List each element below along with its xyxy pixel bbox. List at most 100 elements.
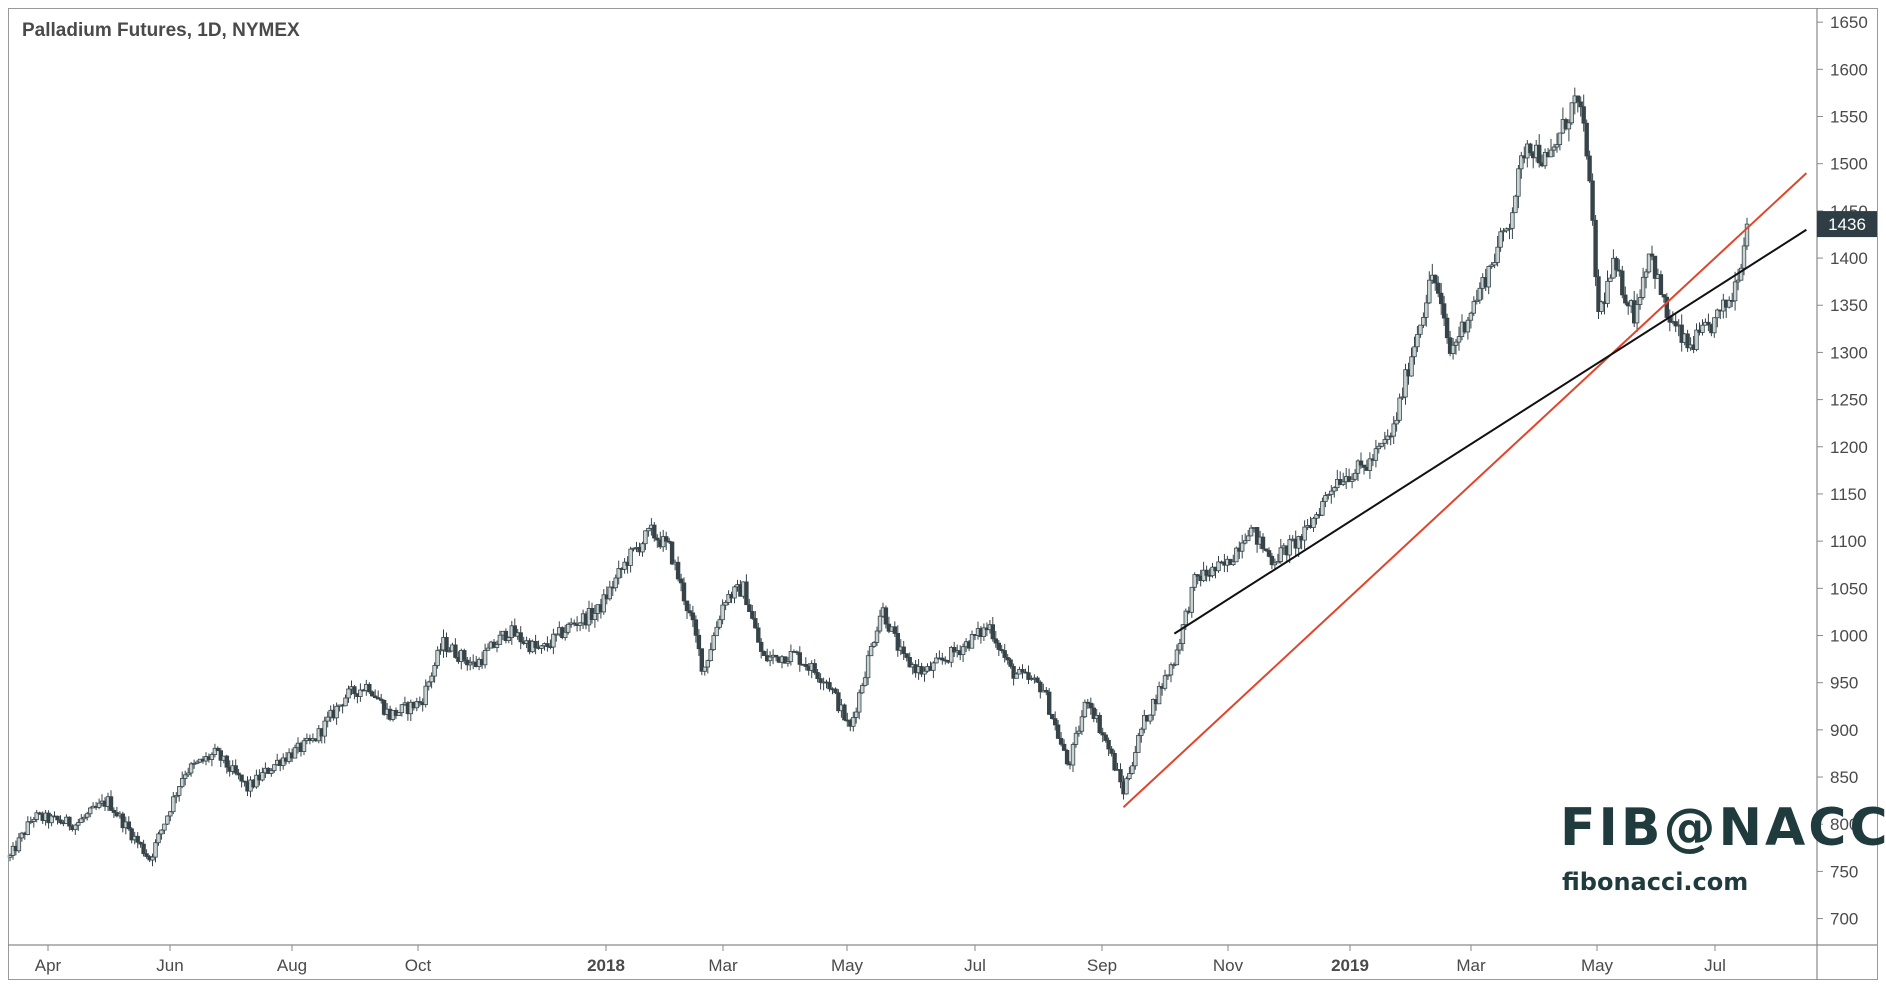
candle-body — [1575, 95, 1580, 103]
price-tick-label: 850 — [1830, 768, 1858, 787]
candle-body — [444, 637, 449, 652]
candle-body — [1516, 168, 1521, 197]
price-tick-label: 1300 — [1830, 343, 1868, 362]
candle-body — [1070, 744, 1076, 766]
candle-body — [1456, 336, 1462, 343]
candle-body — [1391, 423, 1396, 437]
candle-body — [803, 664, 808, 667]
candle-body — [438, 649, 443, 652]
candle-body — [31, 819, 36, 822]
candle-body — [1020, 669, 1025, 673]
candle-body — [182, 774, 188, 779]
candle-body — [334, 705, 339, 719]
brand-watermark: FIB@NACCI™ fibonacci.com — [1560, 800, 1886, 896]
time-tick-label: Sep — [1087, 956, 1117, 975]
price-tick-label: 1200 — [1830, 438, 1868, 457]
candle-body — [1382, 439, 1387, 444]
candle-body — [533, 641, 538, 648]
candle-body — [1189, 586, 1194, 613]
candle-body — [399, 704, 405, 714]
candle-body — [1554, 144, 1560, 148]
candle-body — [664, 536, 669, 542]
candle-body — [358, 689, 363, 697]
time-tick-label: May — [831, 956, 864, 975]
candle-body — [640, 543, 645, 553]
candle-body — [34, 812, 39, 820]
candle-body — [1044, 690, 1049, 693]
candle-body — [1263, 548, 1269, 551]
price-tick-label: 1400 — [1830, 249, 1868, 268]
candle-body — [934, 657, 939, 664]
candle-body — [120, 813, 125, 829]
candle-body — [969, 634, 975, 649]
candle-body — [343, 697, 348, 707]
candle-body — [37, 812, 42, 815]
candle-body — [25, 821, 30, 835]
candle-body — [1569, 102, 1574, 124]
candle-body — [1471, 301, 1476, 314]
candle-body — [860, 685, 865, 694]
candle-body — [1623, 294, 1628, 304]
candle-body — [301, 740, 307, 753]
price-tick-label: 1100 — [1830, 532, 1867, 551]
candle-body — [1174, 649, 1180, 666]
candle-body — [209, 754, 215, 760]
candle-body — [1352, 472, 1358, 480]
candle-body — [254, 774, 259, 788]
candle-body — [1118, 769, 1123, 783]
candle-body — [497, 634, 503, 645]
candle-body — [999, 649, 1004, 652]
chart-title: Palladium Futures, 1D, NYMEX — [22, 20, 300, 41]
price-tick-label: 1350 — [1830, 296, 1868, 315]
candle-body — [1433, 274, 1438, 284]
price-tick-label: 950 — [1830, 674, 1858, 693]
candle-body — [218, 750, 223, 761]
candle-body — [111, 810, 117, 813]
candle-body — [414, 701, 419, 709]
candle-body — [1528, 143, 1533, 154]
candle-body — [1329, 490, 1334, 495]
candle-body — [1385, 435, 1390, 440]
candle-body — [292, 747, 298, 759]
candle-body — [79, 818, 84, 823]
price-tick-label: 1250 — [1830, 391, 1868, 410]
candle-body — [1436, 282, 1441, 294]
candle-body — [1661, 294, 1667, 298]
candle-body — [1064, 750, 1070, 765]
candle-body — [1008, 659, 1013, 667]
candle-body — [503, 630, 509, 641]
time-tick-label: Jul — [1704, 956, 1726, 975]
time-tick-label: Jun — [156, 956, 183, 975]
candle-body — [1418, 324, 1423, 335]
candle-body — [108, 796, 114, 811]
candle-body — [1510, 212, 1515, 229]
candle-body — [1477, 287, 1482, 301]
candle-body — [1183, 610, 1188, 625]
candle-body — [369, 691, 375, 697]
candle-body — [1513, 195, 1518, 214]
candle-body — [1373, 448, 1379, 461]
candle-body — [1596, 276, 1601, 313]
candle-body — [135, 835, 140, 843]
candle-body — [378, 698, 384, 701]
candle-body — [1139, 728, 1144, 736]
candle-body — [1002, 650, 1007, 658]
candle-body — [171, 796, 176, 813]
candle-body — [1216, 561, 1221, 572]
candle-body — [1355, 460, 1361, 474]
candle-body — [1379, 442, 1384, 447]
candle-body — [877, 615, 883, 632]
candle-body — [1412, 346, 1417, 358]
candle-body — [1180, 624, 1186, 645]
candle-body — [871, 642, 877, 647]
candle-body — [76, 822, 81, 826]
candle-body — [960, 646, 966, 656]
candle-body — [1566, 122, 1572, 130]
candle-body — [1551, 146, 1557, 151]
candle-body — [1441, 303, 1447, 319]
candle-body — [601, 594, 606, 613]
candle-body — [607, 586, 612, 600]
candle-body — [1495, 246, 1500, 263]
candle-body — [1637, 297, 1643, 305]
